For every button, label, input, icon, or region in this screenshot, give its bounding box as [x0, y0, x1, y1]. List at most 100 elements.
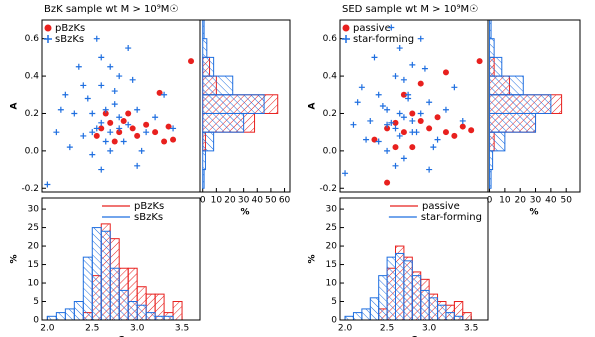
y-axis-label: %: [10, 254, 20, 263]
point: [342, 170, 349, 177]
point: [430, 144, 437, 151]
bar: [453, 315, 464, 321]
bar: [489, 131, 506, 152]
point: [459, 123, 466, 130]
bar: [462, 312, 472, 321]
bar: [202, 94, 265, 114]
point: [71, 110, 78, 117]
plot-frame: [339, 19, 489, 193]
legend-label: pBzKs: [134, 201, 164, 212]
bar: [202, 112, 245, 133]
x-tick-label: 3.5: [175, 324, 189, 334]
bar: [386, 256, 397, 321]
y-tick-label: 30: [28, 205, 40, 215]
bar: [202, 75, 234, 96]
legend-label: passive: [353, 23, 391, 34]
y-tick-label: 15: [28, 260, 39, 270]
bar: [420, 289, 430, 321]
x-tick-label: 50: [265, 196, 277, 206]
point: [451, 132, 458, 139]
point: [434, 136, 441, 143]
x-tick-label: 10: [499, 196, 511, 206]
bar: [489, 169, 492, 189]
point: [384, 179, 391, 186]
point: [468, 127, 475, 134]
x-tick-label: 20: [224, 196, 236, 206]
point: [417, 80, 424, 87]
y-axis-label: A: [308, 102, 318, 109]
point: [125, 45, 132, 52]
point: [442, 69, 449, 76]
x-tick-label: 2.5: [85, 324, 99, 334]
y-axis-label: %: [308, 254, 318, 263]
bar: [369, 297, 380, 321]
point: [434, 114, 441, 121]
point: [107, 119, 114, 126]
bar: [109, 267, 120, 321]
bar: [154, 315, 165, 321]
y-tick-label: -0.2: [319, 184, 337, 194]
bar: [202, 169, 205, 189]
point: [405, 95, 412, 102]
point: [111, 88, 118, 95]
point: [451, 84, 458, 91]
bar: [361, 308, 371, 321]
point: [358, 84, 365, 91]
point: [75, 63, 82, 70]
y-tick-label: 30: [326, 205, 338, 215]
y-tick-label: 0.2: [25, 109, 39, 119]
y-tick-label: 0.0: [323, 146, 338, 156]
legend-label: sBzKs: [134, 212, 163, 223]
y-tick-label: 0.4: [25, 72, 40, 82]
point: [476, 58, 483, 65]
y-tick-label: 0.6: [25, 34, 40, 44]
point: [442, 129, 449, 136]
chart-title: BzK sample wt M > 10⁹M☉: [44, 4, 178, 15]
point: [107, 63, 114, 70]
plot-frame: [41, 19, 201, 193]
bar: [378, 275, 388, 321]
legend-label: sBzKs: [55, 34, 84, 45]
point: [120, 138, 127, 145]
point: [80, 82, 87, 89]
bar: [127, 301, 138, 321]
x-tick-label: 10: [211, 196, 223, 206]
x-tick-label: 40: [252, 196, 264, 206]
point: [116, 114, 123, 121]
x-tick-label: 0: [487, 196, 493, 206]
bar: [489, 19, 492, 40]
point: [152, 114, 159, 121]
point: [417, 117, 424, 124]
y-tick-label: 20: [28, 242, 40, 252]
bar: [82, 256, 93, 321]
x-axis-label: C: [118, 336, 125, 337]
y-tick-label: 5: [331, 297, 337, 307]
point: [138, 147, 145, 154]
point: [107, 147, 114, 154]
point: [53, 129, 60, 136]
point: [125, 121, 132, 128]
point: [170, 136, 177, 143]
legend-marker: [44, 24, 52, 32]
point: [143, 121, 150, 128]
point: [459, 117, 466, 124]
bar: [489, 75, 524, 96]
x-axis-label: %: [529, 208, 538, 218]
bar: [489, 94, 552, 114]
bar: [64, 308, 75, 321]
plot-frame: [41, 197, 201, 321]
point: [413, 129, 420, 136]
point: [102, 110, 109, 117]
point: [354, 99, 361, 106]
point: [426, 99, 433, 106]
bar: [55, 312, 66, 321]
point: [66, 144, 73, 151]
bar: [411, 275, 422, 321]
point: [84, 95, 91, 102]
point: [170, 125, 177, 132]
point: [161, 138, 168, 145]
point: [426, 125, 433, 132]
bar: [489, 38, 495, 58]
y-tick-label: -0.2: [21, 184, 39, 194]
point: [62, 91, 69, 98]
